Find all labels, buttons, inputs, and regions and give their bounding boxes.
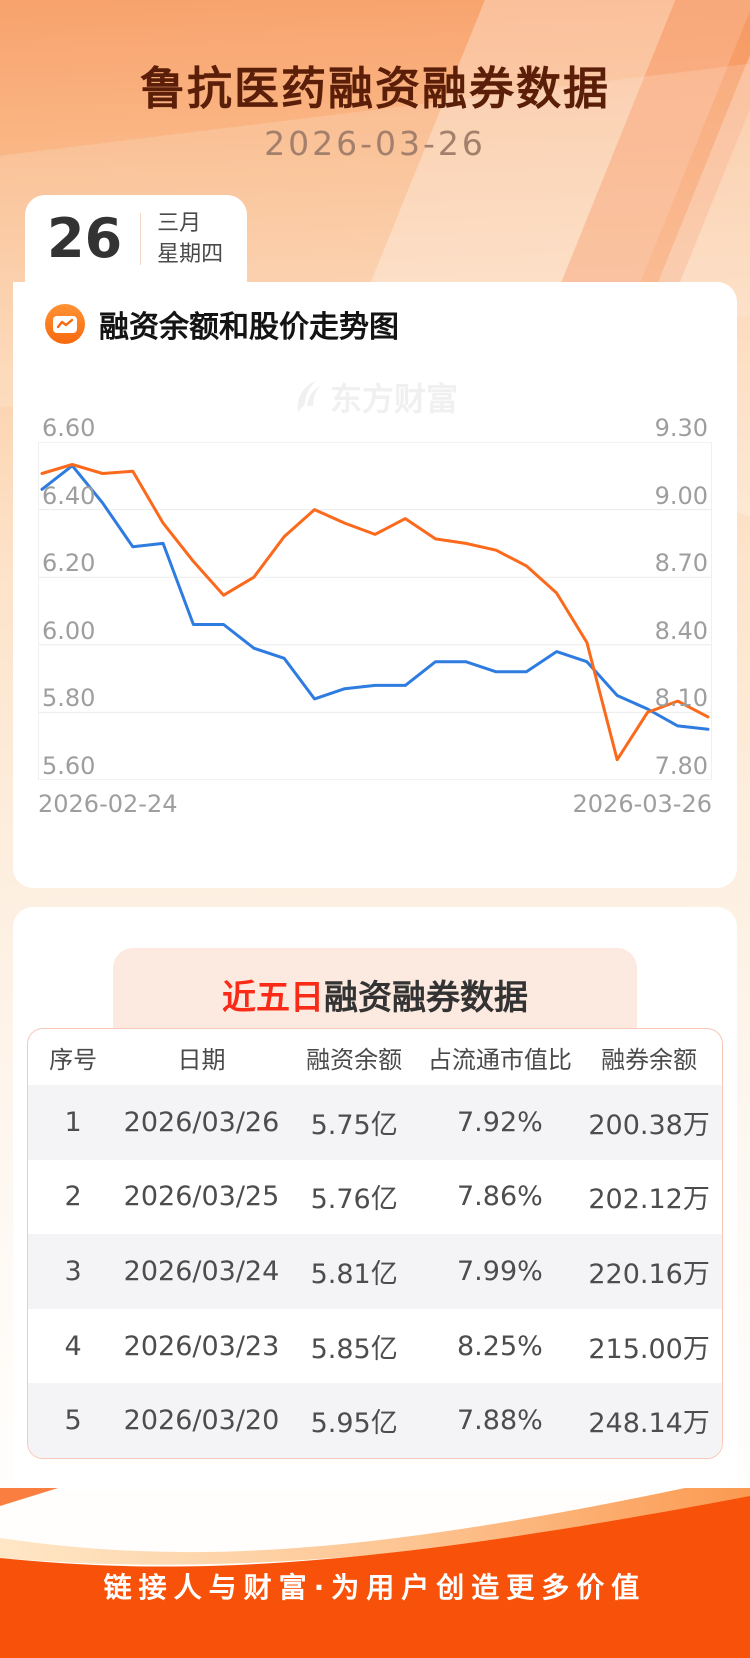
page-title: 鲁抗医药融资融券数据 xyxy=(139,62,610,115)
date-card: 26 三月 星期四 xyxy=(25,195,247,283)
table-cell: 4 xyxy=(64,1330,82,1362)
table-header-cell: 占流通市值比 xyxy=(427,1045,572,1074)
date-card-day: 26 xyxy=(47,207,123,270)
table-cell: 2026/03/20 xyxy=(123,1405,280,1437)
footer-banner: 链接人与财富·为用户创造更多价值 xyxy=(0,1488,750,1658)
table-cell: 220.16万 xyxy=(588,1258,710,1290)
table-cell: 5 xyxy=(64,1405,82,1437)
table-row: 1 2026/03/26 5.75亿 7.92% 200.38万 xyxy=(28,1085,722,1160)
right-axis-tick: 7.80 xyxy=(654,752,708,780)
table-row: 4 2026/03/23 5.85亿 8.25% 215.00万 xyxy=(28,1309,722,1384)
chart-card: 融资余额和股价走势图 东方财富 6.60 6.40 6.20 6.00 5.80 5.60… xyxy=(13,282,737,995)
table-cell: 248.14万 xyxy=(588,1408,710,1440)
table-cell: 5.85亿 xyxy=(310,1333,398,1365)
chart-section-header: 融资余额和股价走势图 xyxy=(45,302,399,346)
line-chart: 6.60 6.40 6.20 6.00 5.80 5.60 9.30 9.00 8.70 8.4… xyxy=(38,414,712,995)
table-cell: 200.38万 xyxy=(588,1109,710,1141)
table-cell: 7.88% xyxy=(457,1405,543,1437)
table-header-cell: 融券余额 xyxy=(601,1045,698,1074)
table-cell: 5.95亿 xyxy=(310,1408,398,1440)
left-axis-tick: 5.80 xyxy=(42,684,96,713)
left-axis-tick: 6.40 xyxy=(42,481,96,510)
table-cell: 3 xyxy=(64,1255,82,1287)
table-header-row: 序号 日期 融资余额 占流通市值比 融券余额 xyxy=(28,1029,722,1085)
x-axis-labels: 2026-02-24 2026-03-26 xyxy=(38,790,712,818)
left-axis-tick: 5.60 xyxy=(42,752,96,780)
chart-plot-area xyxy=(38,442,712,780)
table-row: 5 2026/03/20 5.95亿 7.88% 248.14万 xyxy=(28,1383,722,1458)
table-cell: 2026/03/26 xyxy=(123,1106,280,1138)
date-card-month: 三月 xyxy=(157,210,202,236)
table-row: 2 2026/03/25 5.76亿 7.86% 202.12万 xyxy=(28,1160,722,1235)
left-axis-tick: 6.20 xyxy=(42,549,96,578)
table-cell: 2026/03/24 xyxy=(123,1255,280,1287)
table-cell: 2026/03/23 xyxy=(123,1330,280,1362)
table-cell: 7.99% xyxy=(457,1255,543,1287)
table-cell: 7.92% xyxy=(457,1106,543,1138)
footer-slogan: 链接人与财富·为用户创造更多价值 xyxy=(103,1571,647,1604)
table-cell: 5.76亿 xyxy=(310,1184,398,1216)
table-cell: 7.86% xyxy=(457,1181,543,1213)
table-cell: 215.00万 xyxy=(588,1333,710,1365)
table-cell: 5.81亿 xyxy=(310,1258,398,1290)
table-header-cell: 日期 xyxy=(177,1045,226,1074)
chart-section-title: 融资余额和股价走势图 xyxy=(99,310,399,345)
table-title-rest: 融资融券数据 xyxy=(324,978,528,1018)
x-axis-end-label: 2026-03-26 xyxy=(572,790,712,818)
five-day-data-table: 序号 日期 融资余额 占流通市值比 融券余额 1 2026/03/26 5.75亿 7.92% 2… xyxy=(27,1028,723,1459)
table-header-cell: 序号 xyxy=(49,1045,98,1074)
eastmoney-logo-icon xyxy=(297,381,320,412)
left-axis-tick: 6.00 xyxy=(42,616,96,645)
table-title-highlight: 近五日 xyxy=(222,978,324,1018)
table-cell: 5.75亿 xyxy=(310,1109,398,1141)
date-card-divider xyxy=(140,213,142,265)
table-cell: 1 xyxy=(64,1106,82,1138)
page-date: 2026-03-26 xyxy=(264,124,486,163)
left-axis-tick: 6.60 xyxy=(42,414,96,442)
table-card: 近五日融资融券数据 东方财富 序号日期融资余额占流通市值比融券余额12026/0… xyxy=(13,907,737,1490)
right-axis-tick: 8.40 xyxy=(654,616,708,645)
table-header-cell: 融资余额 xyxy=(306,1045,403,1074)
table-cell: 202.12万 xyxy=(588,1184,710,1216)
right-axis-tick: 9.00 xyxy=(654,481,708,510)
table-cell: 2026/03/25 xyxy=(123,1181,280,1213)
trend-chart-icon xyxy=(45,304,85,344)
right-axis-tick: 9.30 xyxy=(654,414,708,442)
table-cell: 8.25% xyxy=(457,1330,543,1362)
table-cell: 2 xyxy=(64,1181,82,1213)
footer-wave xyxy=(0,1488,750,1658)
right-axis-tick: 8.10 xyxy=(654,684,708,713)
table-row: 3 2026/03/24 5.81亿 7.99% 220.16万 xyxy=(28,1234,722,1309)
date-card-weekday: 星期四 xyxy=(157,242,224,267)
right-axis-tick: 8.70 xyxy=(654,549,708,578)
x-axis-start-label: 2026-02-24 xyxy=(38,790,178,818)
